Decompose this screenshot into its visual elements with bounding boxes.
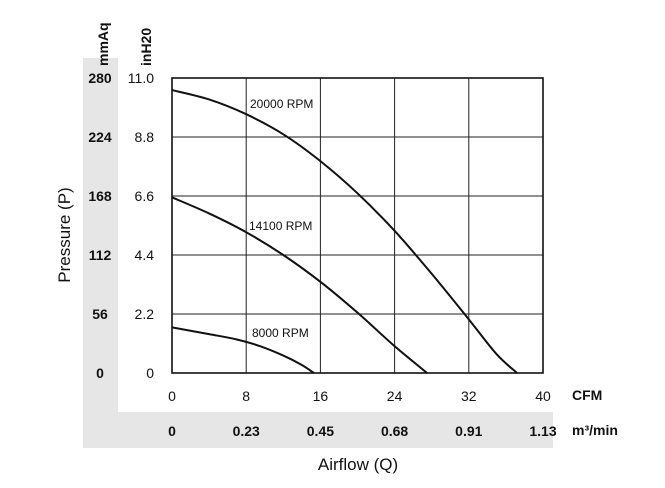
y-secondary-band bbox=[83, 58, 118, 412]
x-tick-label-secondary: 1.13 bbox=[529, 423, 556, 439]
y-unit-secondary: mmAq bbox=[95, 22, 111, 66]
x-tick-label: 32 bbox=[461, 388, 477, 404]
grid bbox=[172, 78, 543, 373]
x-tick-label-secondary: 0.23 bbox=[233, 423, 260, 439]
x-tick-label-secondary: 0.91 bbox=[455, 423, 482, 439]
x-tick-label-secondary: 0.68 bbox=[381, 423, 408, 439]
curves: 20000 RPM 14100 RPM 8000 RPM bbox=[171, 89, 518, 374]
y-tick-label: 11.0 bbox=[128, 70, 154, 86]
x-unit-primary: CFM bbox=[572, 387, 602, 403]
y-tick-label: 6.6 bbox=[135, 188, 155, 204]
curve-14100-rpm bbox=[171, 196, 428, 374]
series-label: 8000 RPM bbox=[252, 326, 309, 340]
y-tick-label: 8.8 bbox=[135, 129, 155, 145]
y-axis-title: Pressure (P) bbox=[55, 187, 74, 282]
x-secondary-band bbox=[83, 412, 553, 448]
x-tick-label: 0 bbox=[168, 388, 176, 404]
y-tick-label-secondary: 168 bbox=[88, 188, 112, 204]
y-tick-label: 4.4 bbox=[135, 247, 155, 263]
series-label: 20000 RPM bbox=[250, 97, 313, 111]
x-tick-label-secondary: 0.45 bbox=[307, 423, 334, 439]
series-label: 14100 RPM bbox=[249, 219, 312, 233]
x-tick-label: 40 bbox=[535, 388, 551, 404]
y-tick-label-secondary: 280 bbox=[88, 70, 112, 86]
y-tick-label-secondary: 112 bbox=[89, 247, 112, 263]
x-tick-label: 16 bbox=[313, 388, 329, 404]
y-tick-label-secondary: 0 bbox=[96, 365, 104, 381]
y-unit-primary: inH20 bbox=[138, 28, 154, 66]
x-tick-label: 24 bbox=[387, 388, 403, 404]
plot-frame bbox=[171, 77, 544, 374]
y-tick-label: 0 bbox=[146, 365, 154, 381]
y-tick-label-secondary: 224 bbox=[88, 129, 112, 145]
x-tick-label: 8 bbox=[242, 388, 250, 404]
curve-20000-rpm bbox=[171, 89, 518, 374]
curve-8000-rpm bbox=[171, 326, 315, 374]
ticks: 0 8 16 24 32 40 0 0.23 0.45 0.68 0.91 1.13 0 2.2 4.4 6.… bbox=[88, 70, 557, 439]
y-tick-label: 2.2 bbox=[135, 306, 155, 322]
x-axis-title: Airflow (Q) bbox=[318, 455, 398, 474]
x-unit-secondary: m³/min bbox=[572, 422, 618, 438]
x-tick-label-secondary: 0 bbox=[168, 423, 176, 439]
y-tick-label-secondary: 56 bbox=[92, 306, 108, 322]
